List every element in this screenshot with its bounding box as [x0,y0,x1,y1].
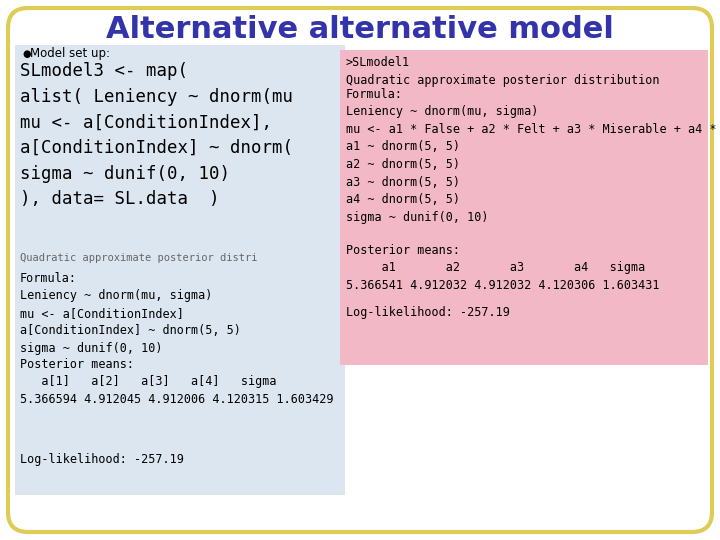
Text: Formula:
Leniency ~ dnorm(mu, sigma)
mu <- a[ConditionIndex]
a[ConditionIndex] ~: Formula: Leniency ~ dnorm(mu, sigma) mu … [20,272,241,355]
Text: Model set up:: Model set up: [30,48,110,60]
Text: Quadratic approximate posterior distri: Quadratic approximate posterior distri [20,253,258,263]
Text: >SLmodel1
Quadratic approximate posterior distribution: >SLmodel1 Quadratic approximate posterio… [346,56,660,87]
FancyBboxPatch shape [15,45,345,495]
Text: Alternative alternative model: Alternative alternative model [106,16,614,44]
Text: Log-likelihood: -257.19: Log-likelihood: -257.19 [20,454,184,467]
Text: SLmodel3 <- map(
alist( Leniency ~ dnorm(mu
mu <- a[ConditionIndex],
a[Condition: SLmodel3 <- map( alist( Leniency ~ dnorm… [20,62,293,208]
FancyBboxPatch shape [8,8,712,532]
Text: Formula:
Leniency ~ dnorm(mu, sigma)
mu <- a1 * False + a2 * Felt + a3 * Miserab: Formula: Leniency ~ dnorm(mu, sigma) mu … [346,88,720,224]
Text: Log-likelihood: -257.19: Log-likelihood: -257.19 [346,306,510,319]
FancyBboxPatch shape [340,50,708,365]
Text: Posterior means:
   a[1]   a[2]   a[3]   a[4]   sigma
5.366594 4.912045 4.912006: Posterior means: a[1] a[2] a[3] a[4] sig… [20,358,333,406]
Text: Posterior means:
     a1       a2       a3       a4   sigma
5.366541 4.912032 4.: Posterior means: a1 a2 a3 a4 sigma 5.366… [346,244,660,292]
Text: ●: ● [22,49,30,59]
